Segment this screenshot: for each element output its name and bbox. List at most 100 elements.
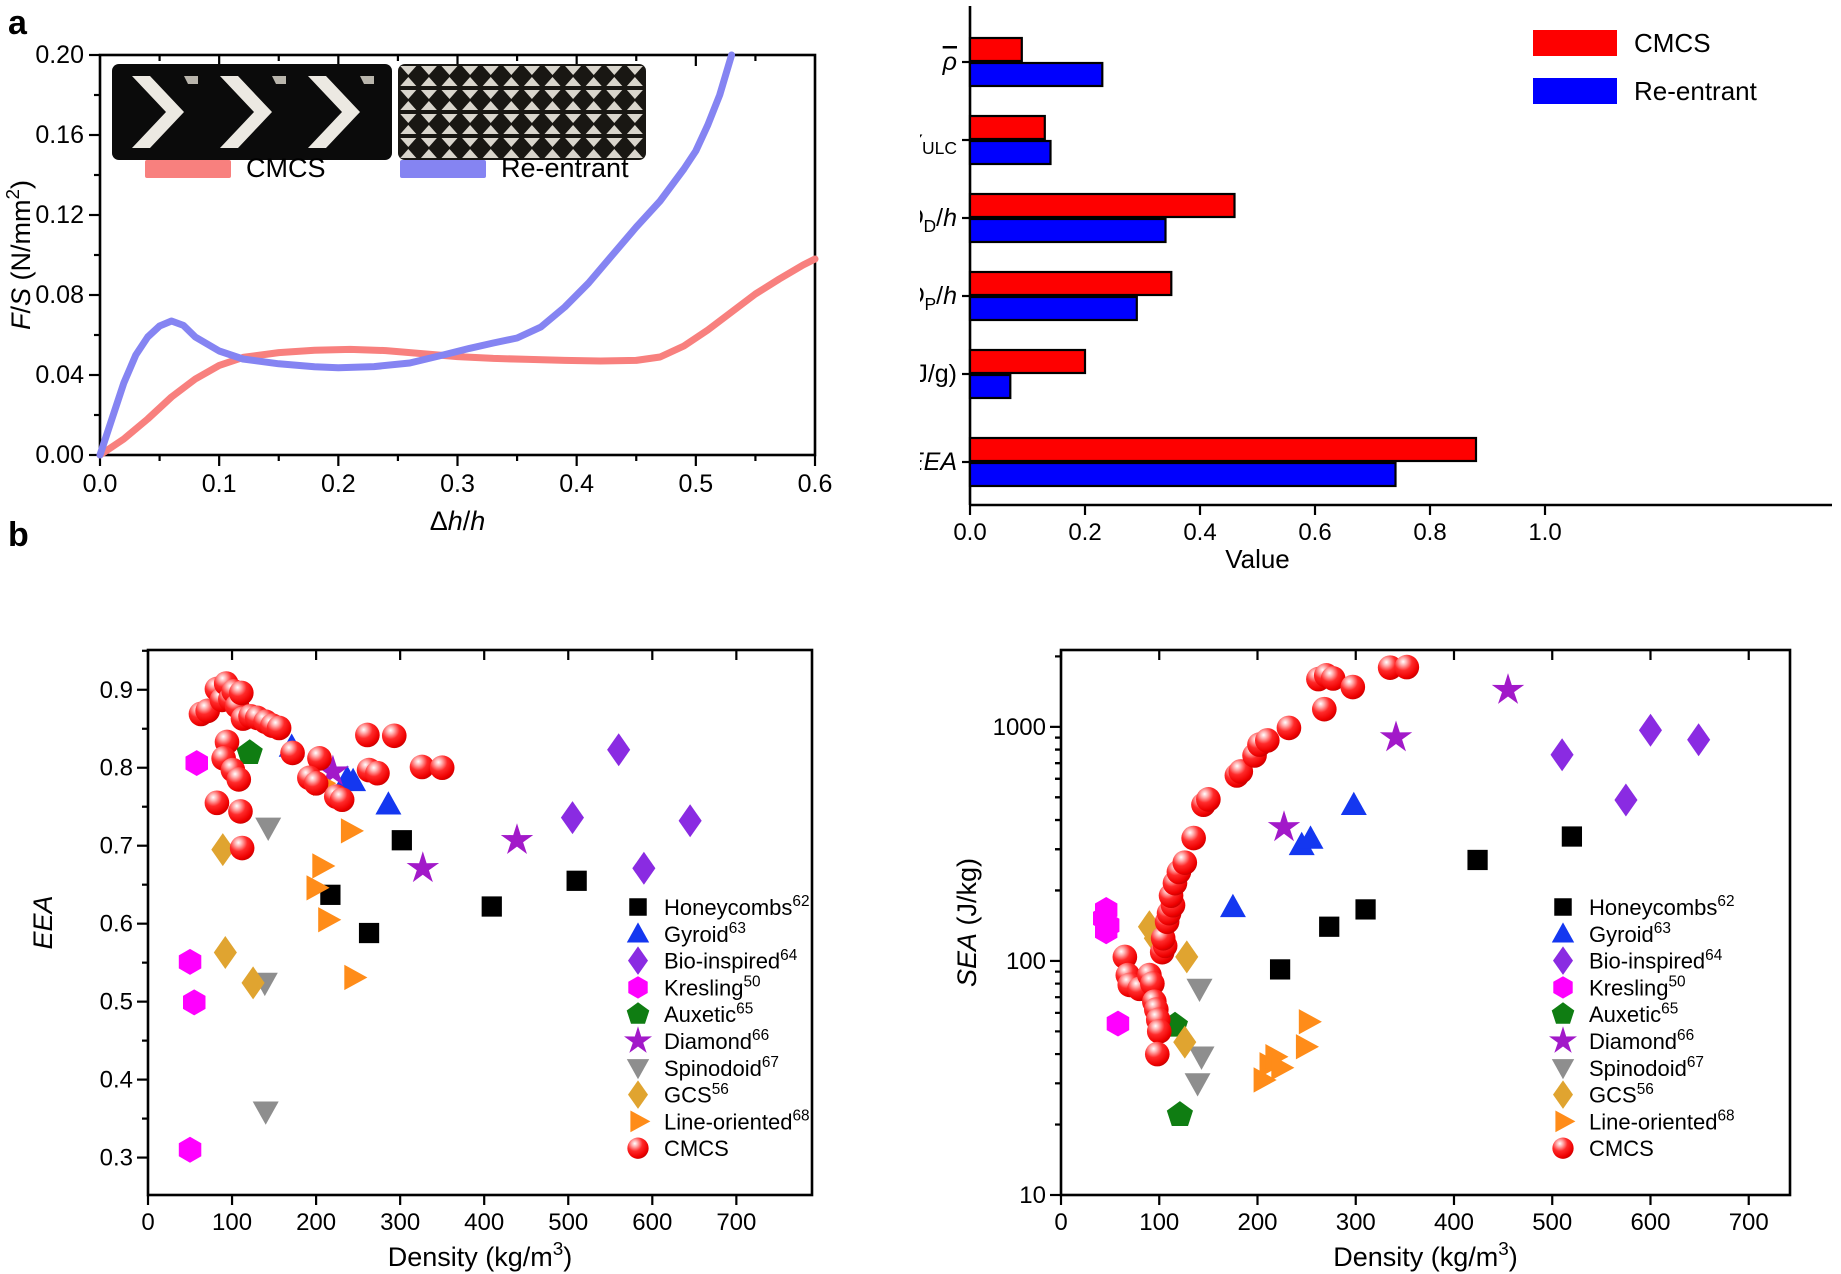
panel-b-label: b — [8, 516, 29, 554]
bar-chart-legend: CMCS Re-entrant — [1533, 28, 1758, 106]
svg-text:0.5: 0.5 — [100, 989, 133, 1016]
bar-dd-over-h-cmcs — [968, 192, 1236, 219]
bar-rho-bar-cmcs — [968, 36, 1023, 63]
svg-text:Spinodoid67: Spinodoid67 — [1589, 1054, 1704, 1081]
svg-text:600: 600 — [1630, 1209, 1670, 1236]
re-entrant-photo-inset — [398, 64, 646, 160]
series-kresling — [178, 750, 208, 1163]
svg-text:Re-entrant: Re-entrant — [1634, 76, 1758, 106]
svg-text:0: 0 — [141, 1209, 154, 1236]
series-bio-inspired — [1550, 713, 1711, 817]
svg-text:0.5: 0.5 — [678, 470, 713, 498]
bar-sea-jg-re-entrant — [968, 373, 1012, 400]
svg-text:0.08: 0.08 — [35, 281, 84, 309]
svg-text:CMCS: CMCS — [1589, 1136, 1654, 1161]
svg-text:0.9: 0.9 — [100, 677, 133, 704]
svg-text:Gyroid63: Gyroid63 — [664, 920, 746, 947]
svg-text:0.0: 0.0 — [83, 470, 118, 498]
svg-text:Kresling50: Kresling50 — [664, 974, 761, 1001]
bar-sea-jg-cmcs — [968, 348, 1087, 375]
eea-scatter-legend: Honeycombs62Gyroid63Bio-inspired64Kresli… — [624, 893, 810, 1161]
svg-text:0.04: 0.04 — [35, 361, 84, 389]
bar-rho-bar-re-entrant — [968, 61, 1104, 88]
svg-text:EEA: EEA — [920, 448, 957, 476]
svg-text:0.20: 0.20 — [35, 41, 84, 69]
svg-text:0.12: 0.12 — [35, 201, 84, 229]
svg-text:400: 400 — [1434, 1209, 1474, 1236]
svg-text:SEA (J/g): SEA (J/g) — [920, 360, 957, 388]
svg-text:χULC: χULC — [920, 126, 957, 158]
svg-text:ρ: ρ — [942, 48, 957, 76]
svg-text:GCS56: GCS56 — [664, 1081, 729, 1108]
svg-text:Auxetic65: Auxetic65 — [1589, 1000, 1678, 1027]
svg-text:400: 400 — [464, 1209, 504, 1236]
svg-text:0.00: 0.00 — [35, 441, 84, 469]
svg-text:0.8: 0.8 — [1413, 519, 1446, 546]
svg-text:100: 100 — [1139, 1209, 1179, 1236]
svg-text:100: 100 — [1006, 948, 1046, 975]
bar-dp-over-h-cmcs — [968, 270, 1173, 297]
bar-chi-ulc-re-entrant — [968, 139, 1052, 166]
svg-text:200: 200 — [296, 1209, 336, 1236]
svg-text:F/S (N/mm2): F/S (N/mm2) — [3, 180, 36, 330]
series-cmcs — [188, 671, 455, 861]
sea-scatter-legend: Honeycombs62Gyroid63Bio-inspired64Kresli… — [1549, 893, 1735, 1161]
svg-text:0.6: 0.6 — [1298, 519, 1331, 546]
svg-text:1.0: 1.0 — [1528, 519, 1561, 546]
svg-text:Auxetic65: Auxetic65 — [664, 1000, 753, 1027]
svg-text:Line-oriented68: Line-oriented68 — [1589, 1108, 1735, 1135]
svg-text:CMCS: CMCS — [664, 1136, 729, 1161]
series-gyroid — [1220, 791, 1367, 918]
svg-text:EEA: EEA — [28, 895, 58, 949]
svg-text:Bio-inspired64: Bio-inspired64 — [664, 947, 798, 974]
svg-text:Honeycombs62: Honeycombs62 — [664, 893, 810, 920]
line-chart-legend: CMCS Re-entrant — [145, 153, 629, 183]
svg-text:SEA (J/kg): SEA (J/kg) — [952, 858, 982, 987]
svg-text:10: 10 — [1019, 1182, 1046, 1209]
svg-text:700: 700 — [1729, 1209, 1769, 1236]
svg-text:Line-oriented68: Line-oriented68 — [664, 1108, 810, 1135]
svg-text:0.3: 0.3 — [440, 470, 475, 498]
svg-text:Bio-inspired64: Bio-inspired64 — [1589, 947, 1723, 974]
svg-text:300: 300 — [1336, 1209, 1376, 1236]
series-spinodoid — [1184, 978, 1215, 1097]
svg-text:0.4: 0.4 — [1183, 519, 1216, 546]
panel-a-label: a — [8, 4, 27, 42]
series-bio-inspired — [560, 733, 702, 885]
svg-text:Density (kg/m3): Density (kg/m3) — [1333, 1239, 1518, 1272]
bar-chi-ulc-cmcs — [968, 114, 1046, 141]
svg-text:200: 200 — [1237, 1209, 1277, 1236]
series-cmcs — [1112, 654, 1420, 1067]
svg-text:0.3: 0.3 — [100, 1145, 133, 1172]
cmcs-photo-inset — [112, 64, 392, 160]
svg-text:Kresling50: Kresling50 — [1589, 974, 1686, 1001]
svg-text:0.2: 0.2 — [1068, 519, 1101, 546]
svg-text:0.0: 0.0 — [953, 519, 986, 546]
svg-text:Diamond66: Diamond66 — [664, 1027, 769, 1054]
svg-text:Density (kg/m3): Density (kg/m3) — [388, 1239, 573, 1272]
bar-eea-cmcs — [968, 436, 1478, 463]
svg-text:0.4: 0.4 — [559, 470, 594, 498]
series-kresling — [1093, 897, 1130, 1037]
curve-cmcs — [96, 255, 819, 459]
svg-text:Δh/h: Δh/h — [430, 506, 486, 536]
sea-density-scatter: 0 100 200 300 400 500 600 700 10 100 1000 Density (… — [952, 648, 1792, 1272]
svg-text:Spinodoid67: Spinodoid67 — [664, 1054, 779, 1081]
svg-text:0.7: 0.7 — [100, 833, 133, 860]
svg-text:CMCS: CMCS — [246, 153, 326, 183]
series-honeycombs — [1269, 826, 1583, 980]
svg-text:CMCS: CMCS — [1634, 28, 1711, 58]
svg-text:0.8: 0.8 — [100, 755, 133, 782]
series-diamond — [1267, 673, 1525, 842]
bar-dd-over-h-re-entrant — [968, 217, 1167, 244]
svg-text:GCS56: GCS56 — [1589, 1081, 1654, 1108]
svg-text:Honeycombs62: Honeycombs62 — [1589, 893, 1735, 920]
svg-text:0.6: 0.6 — [798, 470, 833, 498]
bar-dp-over-h-re-entrant — [968, 295, 1138, 322]
series-line-oriented — [1253, 1009, 1322, 1093]
svg-text:0.6: 0.6 — [100, 911, 133, 938]
series-honeycombs — [320, 830, 587, 944]
svg-text:0: 0 — [1054, 1209, 1067, 1236]
svg-text:0.1: 0.1 — [202, 470, 237, 498]
